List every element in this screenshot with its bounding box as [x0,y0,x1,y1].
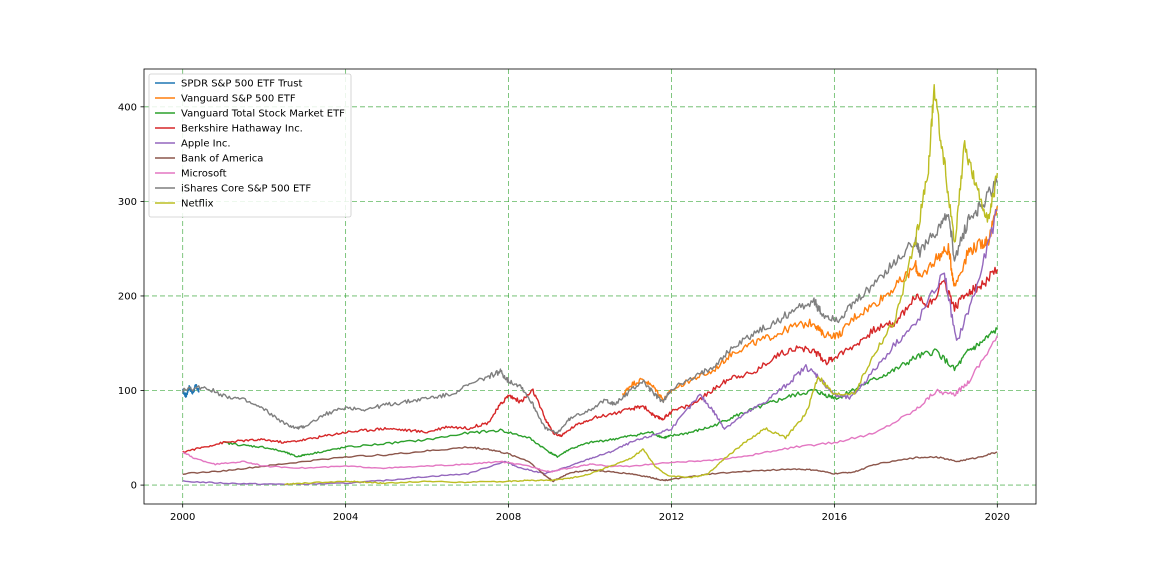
legend-label: iShares Core S&P 500 ETF [181,184,311,195]
legend-label: Netflix [181,199,214,210]
series-line-vanguard-total-stock-market-etf [223,327,998,458]
legend-label: Berkshire Hathaway Inc. [181,124,303,135]
legend-label: Apple Inc. [181,139,231,150]
y-tick-label: 0 [131,481,137,492]
x-tick-label: 2020 [985,512,1010,523]
y-tick-label: 200 [118,291,137,302]
legend-label: Bank of America [181,154,263,165]
legend-label: SPDR S&P 500 ETF Trust [181,79,302,90]
legend-box [148,73,352,218]
series-line-netflix [284,84,998,486]
series-line-spdr-s-p-500-etf-trust [182,384,200,398]
series-line-ishares-core-s-p-500-etf [182,177,998,435]
x-tick-label: 2000 [170,512,195,523]
x-tick-label: 2016 [822,512,847,523]
legend: SPDR S&P 500 ETF Trust Vanguard S&P 500 E… [148,73,352,218]
legend-label: Vanguard S&P 500 ETF [181,94,296,105]
series-line-berkshire-hathaway-inc [182,266,998,453]
series-lines [182,84,998,486]
series-line-bank-of-america [182,446,998,483]
y-tick-label: 400 [118,102,137,113]
y-tick-label: 300 [118,197,137,208]
legend-label: Vanguard Total Stock Market ETF [181,109,345,120]
legend-label: Microsoft [181,169,227,180]
y-tick-label: 100 [118,386,137,397]
x-tick-label: 2012 [659,512,684,523]
series-line-microsoft [182,335,998,473]
x-tick-label: 2004 [333,512,358,523]
axes: 2000 2004 2008 2012 2016 2020 0 100 200 300 400 [118,102,1010,523]
plot-frame [143,68,1037,505]
series-line-apple-inc [182,209,998,486]
x-tick-label: 2008 [496,512,521,523]
